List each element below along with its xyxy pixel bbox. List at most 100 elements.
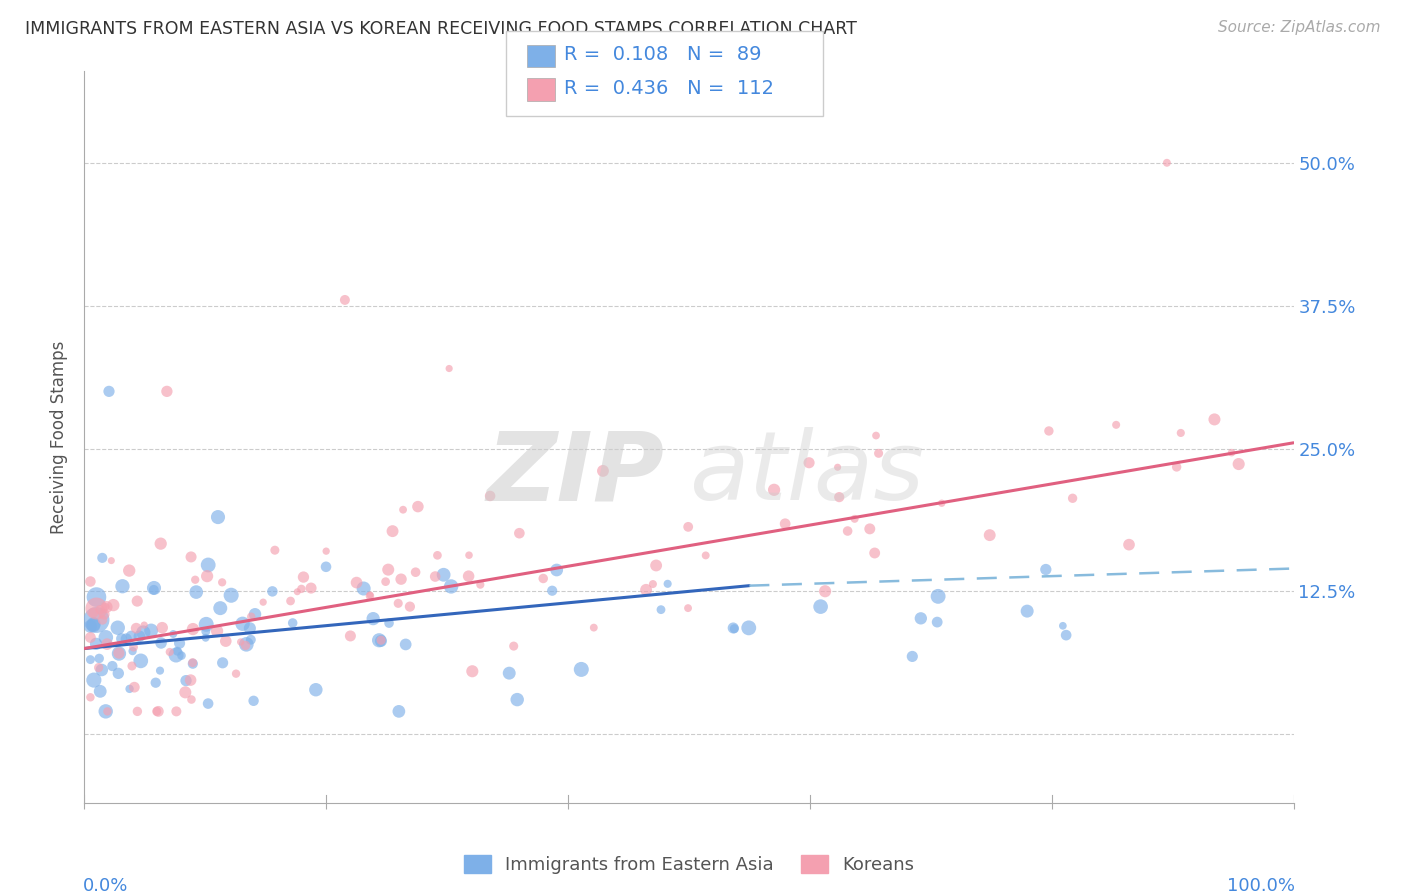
Point xyxy=(305,682,328,697)
Point xyxy=(359,589,381,603)
Point xyxy=(121,644,143,658)
Point xyxy=(1118,538,1140,552)
Point xyxy=(479,489,502,503)
Point xyxy=(84,637,107,651)
Point xyxy=(370,634,392,648)
Point xyxy=(127,594,149,608)
Point xyxy=(569,662,592,676)
Point xyxy=(86,613,108,627)
Text: R =  0.436   N =  112: R = 0.436 N = 112 xyxy=(564,78,773,98)
Point xyxy=(1170,425,1192,440)
Point xyxy=(863,546,886,560)
Point xyxy=(197,697,219,711)
Point xyxy=(721,621,744,635)
Point xyxy=(180,692,202,706)
Point xyxy=(868,446,890,460)
Point xyxy=(797,456,820,470)
Point xyxy=(132,625,155,640)
Point xyxy=(440,579,463,593)
Point xyxy=(165,705,187,719)
Point xyxy=(229,635,252,649)
Point xyxy=(837,524,859,538)
Point xyxy=(169,636,191,650)
Point xyxy=(865,428,887,442)
Point xyxy=(339,629,361,643)
Point xyxy=(235,639,257,653)
Point xyxy=(100,553,122,567)
Point xyxy=(83,617,105,632)
Point xyxy=(90,663,112,677)
Point xyxy=(111,579,134,593)
Point xyxy=(541,583,564,598)
Legend: Immigrants from Eastern Asia, Koreans: Immigrants from Eastern Asia, Koreans xyxy=(464,855,914,874)
Point xyxy=(145,675,167,690)
Point xyxy=(79,631,101,645)
Point xyxy=(91,613,114,627)
Point xyxy=(150,636,173,650)
Point xyxy=(96,600,118,615)
Text: 0.0%: 0.0% xyxy=(83,877,128,892)
Point xyxy=(174,673,197,688)
Point xyxy=(399,599,422,614)
Point xyxy=(162,627,184,641)
Point xyxy=(280,594,302,608)
Point xyxy=(506,692,529,706)
Point xyxy=(582,621,605,635)
Point xyxy=(392,502,415,516)
Point xyxy=(96,705,118,719)
Point xyxy=(180,549,202,564)
Text: ZIP: ZIP xyxy=(486,427,665,520)
Point xyxy=(148,705,170,719)
Point xyxy=(1062,491,1084,506)
Point xyxy=(215,634,238,648)
Point xyxy=(827,460,849,475)
Point xyxy=(1035,562,1057,576)
Point xyxy=(433,567,456,582)
Point xyxy=(174,685,197,699)
Point xyxy=(94,630,117,644)
Point xyxy=(239,621,262,635)
Point xyxy=(650,602,672,616)
Point xyxy=(546,563,568,577)
Point xyxy=(242,694,264,708)
Point xyxy=(405,565,427,579)
Point xyxy=(502,639,524,653)
Point xyxy=(763,483,786,497)
Point xyxy=(118,681,141,696)
Point xyxy=(181,622,204,636)
Point xyxy=(184,573,207,587)
Point xyxy=(107,621,129,635)
Point xyxy=(219,588,242,602)
Point xyxy=(1220,445,1243,459)
Point xyxy=(814,584,837,599)
Point xyxy=(333,293,356,307)
Point xyxy=(145,705,167,719)
Point xyxy=(87,660,110,674)
Point xyxy=(207,510,229,524)
Point xyxy=(470,577,492,591)
Point xyxy=(508,526,530,541)
Point xyxy=(636,582,658,597)
Point xyxy=(828,490,851,504)
Point xyxy=(83,673,105,687)
Point xyxy=(122,640,145,655)
Point xyxy=(120,629,142,643)
Point xyxy=(406,500,429,514)
Point xyxy=(458,548,481,562)
Point xyxy=(79,652,101,666)
Point xyxy=(139,624,162,638)
Point xyxy=(209,601,232,615)
Point xyxy=(457,569,479,583)
Text: IMMIGRANTS FROM EASTERN ASIA VS KOREAN RECEIVING FOOD STAMPS CORRELATION CHART: IMMIGRANTS FROM EASTERN ASIA VS KOREAN R… xyxy=(25,20,858,37)
Point xyxy=(676,601,699,615)
Point xyxy=(166,644,188,658)
Point xyxy=(79,619,101,633)
Point xyxy=(79,690,101,705)
Point xyxy=(931,496,953,510)
Point xyxy=(645,558,668,573)
Point xyxy=(1054,628,1077,642)
Point xyxy=(657,576,679,591)
Point xyxy=(235,637,257,651)
Point xyxy=(1017,604,1039,618)
Point xyxy=(425,569,447,583)
